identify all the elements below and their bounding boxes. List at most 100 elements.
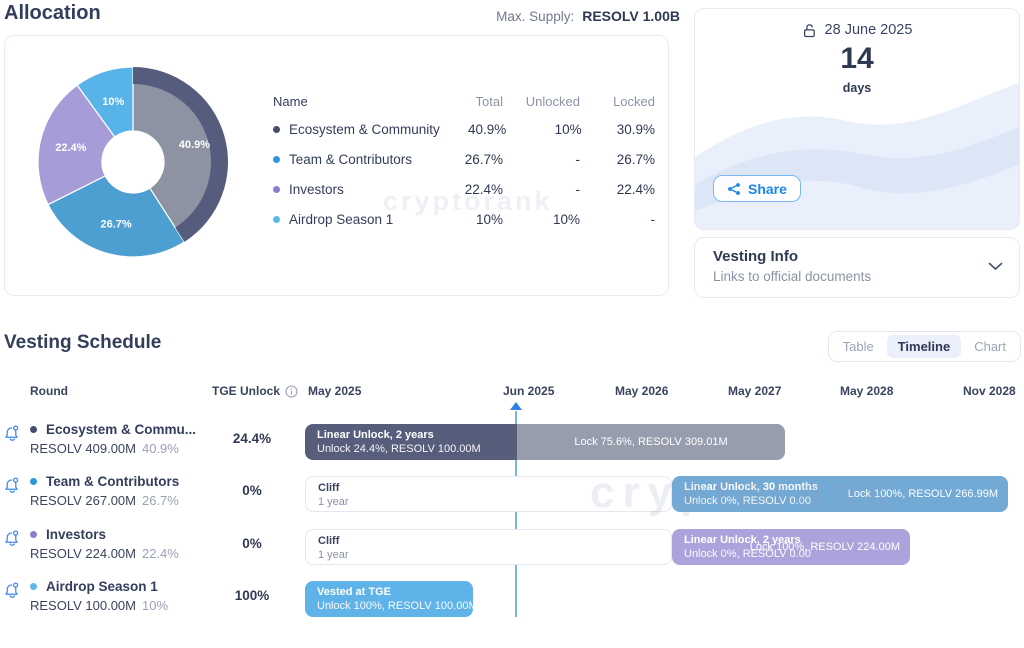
round-amount-line: RESOLV 224.00M 22.4% [30,546,179,561]
vesting-schedule-title: Vesting Schedule [4,332,162,353]
allocation-unlocked-value: 10% [552,211,580,227]
donut-slice [37,84,116,206]
allocation-name-label: Team & Contributors [289,151,413,167]
notify-bell-icon[interactable] [4,582,21,604]
segment-lock-label: Lock 100%, RESOLV 266.99M [847,488,998,501]
tge-unlock-label: TGE Unlock [212,384,281,398]
round-percent: 26.7% [141,493,179,509]
segment-title: Linear Unlock, 30 months [684,481,818,494]
vesting-bar-segment: Lock 75.6%, RESOLV 309.01M [517,424,785,460]
allocation-locked-value: 22.4% [616,181,655,197]
donut-slice-label: 40.9% [179,139,210,151]
countdown-value: 14 [840,42,874,75]
round-column-header: Round [30,384,68,398]
allocation-donut-chart: 40.9% 26.7% 22.4% 10% [37,66,229,258]
segment-texts: Cliff 1 year [306,530,671,562]
segment-subtitle: 1 year [318,496,349,509]
vesting-info-subtitle: Links to official documents [713,269,872,284]
notify-bell-icon[interactable] [4,425,21,447]
round-percent: 22.4% [141,545,179,561]
chevron-down-icon[interactable] [988,262,1003,271]
segment-title: Linear Unlock, 2 years [317,429,434,441]
notify-bell-icon[interactable] [4,477,21,499]
segment-lock-label: Lock 100%, RESOLV 224.00M [749,540,900,553]
tab-table[interactable]: Table [832,335,885,358]
donut-slice [76,66,134,138]
allocation-unlocked-value: - [575,181,581,197]
segment-texts: Linear Unlock, 2 years Unlock 24.4%, RESO… [305,424,517,456]
schedule-row: Investors RESOLV 224.00M 22.4% 0% Cliff 1 yea… [0,523,1024,575]
segment-subtitle: Unlock 0%, RESOLV 0.00 [684,495,811,508]
allocation-locked-value: - [650,211,656,227]
timeline-month-label: May 2028 [840,384,894,398]
allocation-legend: Name Total Unlocked Locked Ecosystem & C… [273,88,655,234]
allocation-legend-header: Name Total Unlocked Locked [273,88,655,114]
vesting-info-title: Vesting Info [713,248,799,265]
allocation-total-value: 10% [475,211,503,227]
round-name: Ecosystem & Commu... [46,422,197,437]
tge-unlock-value: 0% [242,535,262,551]
segment-title: Cliff [318,534,340,547]
allocation-name-label: Airdrop Season 1 [289,211,394,227]
allocation-row-name: Investors [273,182,435,197]
vesting-bar-segment: Linear Unlock, 2 years Unlock 24.4%, RESO… [305,424,517,460]
round-name-line: Airdrop Season 1 [30,579,158,594]
round-amount: RESOLV 409.00M [30,441,136,456]
allocation-card: cryptorank 40.9% 26.7% 22.4% 10% Name Total… [4,35,669,296]
today-marker-arrow [510,402,522,410]
tge-unlock-value: 0% [242,483,262,499]
allocation-row-name: Team & Contributors [273,152,435,167]
allocation-color-dot [273,125,280,133]
col-name: Name [273,93,308,109]
allocation-table-row: Airdrop Season 1 10% 10% - [273,204,655,234]
allocation-unlocked-value: 10% [554,121,582,137]
next-unlock-date-text: 28 June 2025 [824,22,913,38]
schedule-row: Ecosystem & Commu... RESOLV 409.00M 40.9% 2… [0,418,1024,470]
segment-title: Cliff [318,482,340,495]
allocation-color-dot [273,155,280,163]
timeline-month-label: May 2025 [308,384,362,398]
schedule-row: Airdrop Season 1 RESOLV 100.00M 10% 100% Ves… [0,575,1024,627]
donut-slice [47,175,186,258]
schedule-row: Team & Contributors RESOLV 267.00M 26.7% 0%… [0,470,1024,522]
info-icon[interactable] [285,384,298,398]
round-name-line: Team & Contributors [30,474,179,489]
timeline-bars: Linear Unlock, 2 years Unlock 24.4%, RESO… [305,424,1014,460]
round-amount: RESOLV 267.00M [30,493,136,509]
round-amount-line: RESOLV 409.00M 40.9% [30,441,179,456]
vesting-info-card[interactable]: Vesting Info Links to official documents [694,237,1020,298]
segment-title: Vested at TGE [317,585,391,598]
timeline-bars: Cliff 1 year Linear Unlock, 30 months Unloc… [305,476,1014,513]
round-amount-line: RESOLV 100.00M 10% [30,598,168,613]
share-icon [728,182,740,195]
vesting-bar-segment: Linear Unlock, 2 years Unlock 0%, RESOLV … [672,528,910,565]
segment-subtitle: Unlock 100%, RESOLV 100.00M [317,599,478,612]
allocation-total-value: 22.4% [464,181,503,197]
cliff-segment: Cliff 1 year [305,476,672,513]
round-name-line: Ecosystem & Commu... [30,422,196,437]
share-button[interactable]: Share [713,175,801,202]
round-name: Airdrop Season 1 [46,578,158,594]
max-supply-value: RESOLV 1.00B [582,8,680,24]
round-name: Investors [46,526,107,542]
timeline-bars: Vested at TGE Unlock 100%, RESOLV 100.00M [305,580,1014,617]
segment-texts: Linear Unlock, 30 months Unlock 0%, RESOL… [672,476,1008,508]
allocation-table-row: Ecosystem & Community 40.9% 10% 30.9% [273,114,655,144]
allocation-total-value: 40.9% [468,121,507,137]
segment-lock-label: Lock 75.6%, RESOLV 309.01M [574,436,728,448]
timeline-bars: Cliff 1 year Linear Unlock, 2 years Unlock … [305,528,1014,565]
segment-texts: Cliff 1 year [306,477,671,509]
donut-locked-band [133,67,229,242]
tab-chart[interactable]: Chart [963,335,1017,358]
share-label: Share [748,180,787,197]
allocation-unlocked-value: - [575,151,581,167]
tge-unlock-value: 100% [234,587,270,603]
max-supply-label: Max. Supply: [496,9,575,24]
tab-timeline[interactable]: Timeline [886,335,962,358]
countdown-unit: days [842,81,872,95]
round-percent: 40.9% [141,441,179,456]
allocation-total-value: 26.7% [464,151,503,167]
allocation-name-label: Ecosystem & Community [289,121,440,137]
notify-bell-icon[interactable] [4,530,21,552]
segment-texts: Linear Unlock, 2 years Unlock 0%, RESOLV … [672,529,910,561]
